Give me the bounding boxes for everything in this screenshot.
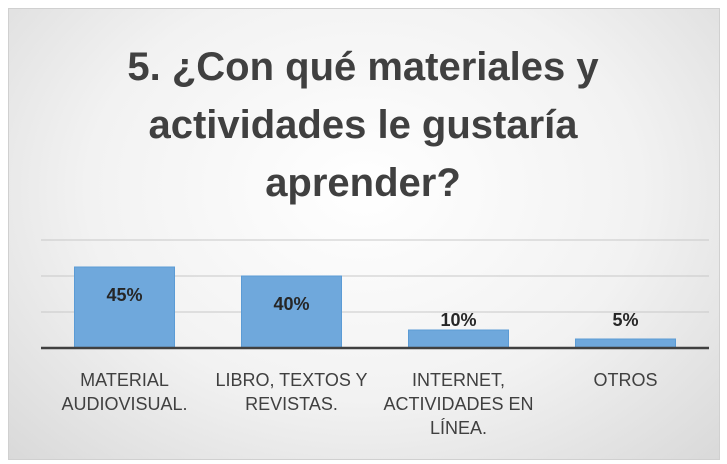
bar: [408, 329, 509, 349]
chart-title: 5. ¿Con qué materiales y actividades le …: [127, 45, 599, 205]
x-tick-label: OTROS: [593, 370, 658, 390]
bar: [575, 338, 676, 349]
bar: [74, 266, 175, 349]
chart-background: [8, 8, 720, 460]
data-label: 10%: [440, 310, 477, 330]
data-label: 40%: [273, 294, 310, 314]
x-tick-label: MATERIAL AUDIOVISUAL.: [61, 370, 188, 414]
x-tick-label: INTERNET, ACTIVIDADES EN LÍNEA.: [383, 370, 534, 438]
data-label: 45%: [106, 285, 143, 305]
data-label: 5%: [612, 310, 639, 330]
bar: [241, 275, 342, 349]
x-tick-label: LIBRO, TEXTOS Y REVISTAS.: [215, 370, 368, 414]
